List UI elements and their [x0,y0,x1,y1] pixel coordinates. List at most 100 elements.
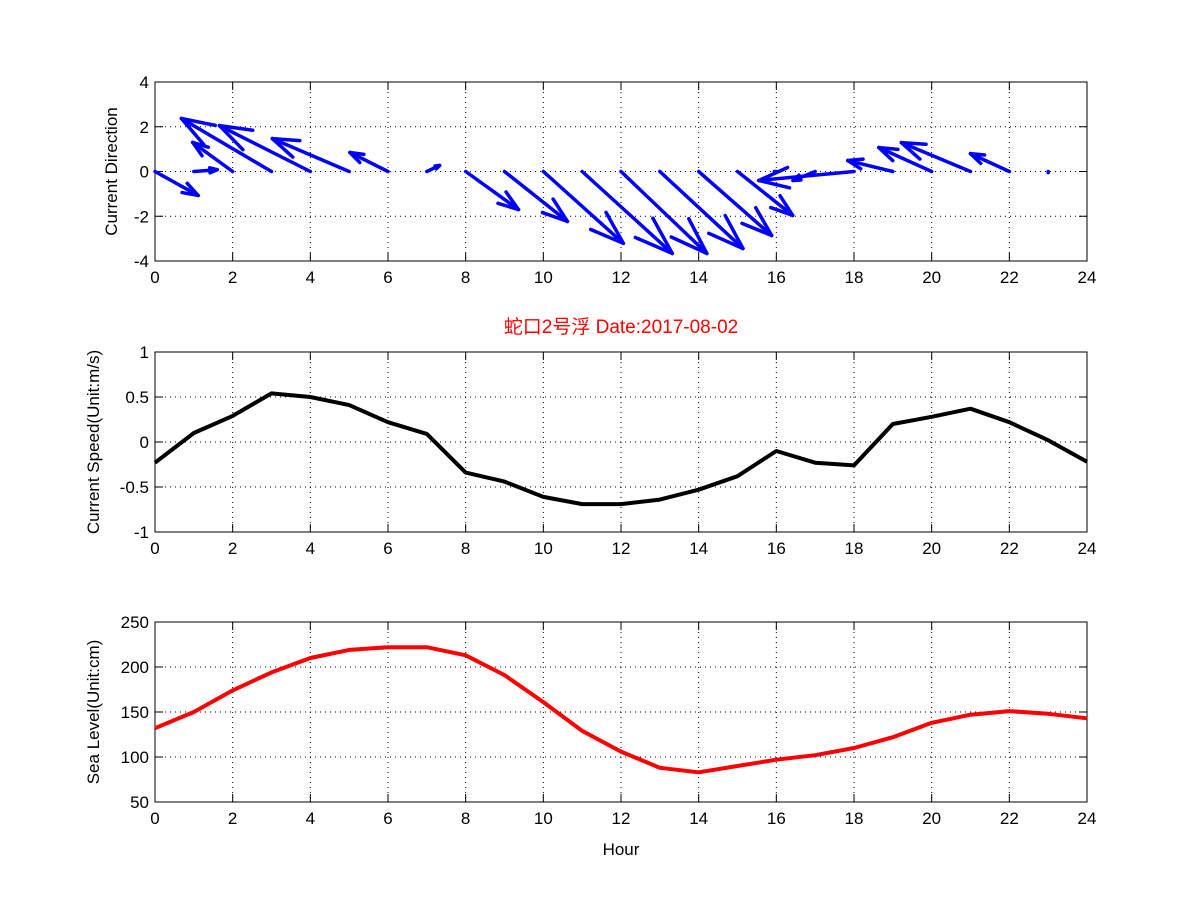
y-tick-label: 50 [130,793,149,812]
arrow-shaft [463,169,521,212]
direction-arrow [899,140,973,174]
arrow-head [270,136,295,159]
arrow-head [633,235,675,256]
arrow-shaft [899,140,973,174]
arrow-head [707,231,745,251]
y-tick-label: 0.5 [125,388,149,407]
arrow-head [968,151,983,166]
arrow-head [651,216,675,256]
x-tick-label: 18 [845,809,864,828]
arrow-head [270,136,302,143]
x-tick-label: 18 [845,539,864,558]
arrow-shaft [190,140,235,174]
y-tick-label: 200 [121,658,149,677]
x-tick-label: 10 [534,539,553,558]
arrow-shaft [270,136,351,174]
arrow-head [899,140,922,161]
x-tick-label: 0 [150,268,159,287]
direction-arrow [757,165,856,190]
x-tick-label: 12 [612,809,631,828]
x-tick-label: 2 [228,539,237,558]
direction-arrow [696,169,774,238]
direction-arrow [502,169,570,224]
direction-arrow [735,169,795,218]
arrow-head [207,166,219,172]
y-tick-label: -4 [134,252,149,271]
x-tick-label: 24 [1078,268,1097,287]
axes-box [154,621,1088,803]
x-tick-label: 10 [534,268,553,287]
x-tick-label: 24 [1078,809,1097,828]
y-tick-label: -0.5 [120,478,149,497]
arrow-head [179,116,206,147]
direction-arrow [968,151,1012,174]
x-tick-label: 8 [461,809,470,828]
arrow-head [669,235,709,256]
chart-title: 蛇口2号浮 Date:2017-08-02 [504,316,738,338]
direction-arrow [190,140,235,174]
direction-arrow [153,169,200,198]
x-tick-label: 16 [767,539,786,558]
arrow-shaft [846,158,895,174]
x-tick-label: 2 [228,268,237,287]
arrow-shaft [696,169,774,238]
x-tick-label: 6 [383,539,392,558]
arrow-head [768,205,795,218]
arrow-head [723,213,745,251]
arrow-head [899,140,928,147]
arrow-head [551,197,570,224]
y-tick-label: -1 [134,523,149,542]
x-tick-label: 14 [689,809,708,828]
direction-arrow [619,169,709,256]
arrow-shaft [348,150,390,174]
y-tick-label: 4 [140,73,149,92]
x-tick-label: 20 [922,539,941,558]
arrow-head [757,178,792,190]
direction-arrow [425,163,442,174]
direction-arrow [658,169,745,251]
x-tick-label: 14 [689,539,708,558]
x-tick-label: 24 [1078,539,1097,558]
y-tick-label: -2 [134,207,149,226]
x-tick-label: 22 [1000,539,1019,558]
arrow-head [433,163,442,168]
direction-arrow [348,150,390,174]
x-tick-label: 18 [845,268,864,287]
arrow-shaft [217,123,313,174]
arrow-head [877,145,895,163]
x-tick-label: 20 [922,809,941,828]
x-tick-label: 6 [383,809,392,828]
axes-box [154,351,1088,533]
arrow-shaft [179,116,274,174]
y-tick-label: 2 [140,118,149,137]
arrow-head [753,205,774,238]
arrow-shaft [877,145,934,174]
x-tick-label: 4 [306,809,315,828]
direction-arrow [270,136,351,174]
y-axis-label: Current Direction [102,107,121,236]
arrow-head [504,190,521,212]
x-tick-label: 6 [383,268,392,287]
x-tick-label: 12 [612,268,631,287]
y-tick-label: 250 [121,613,149,632]
arrow-head [496,201,521,212]
y-tick-label: 100 [121,748,149,767]
arrow-shaft [735,169,795,218]
arrow-head [877,145,900,152]
arrow-shaft [757,169,856,183]
x-tick-label: 8 [461,539,470,558]
arrow-shaft [502,169,570,224]
direction-arrow [877,145,934,174]
direction-arrow [217,123,313,174]
arrow-head [687,216,709,256]
y-axis-label: Current Speed(Unit:m/s) [84,350,103,534]
arrow-head [217,123,255,132]
sea-level-line [154,645,1088,775]
subplot-2: 0 2 4 6 8 10 12 14 16 18 20 22 2410.50-0.5-1Current … [84,343,1096,558]
arrow-shaft [619,169,709,256]
y-axis-label: Sea Level(Unit:cm) [84,640,103,785]
x-tick-label: 8 [461,268,470,287]
y-tick-label: 0 [140,433,149,452]
x-axis-label: Hour [603,840,640,859]
